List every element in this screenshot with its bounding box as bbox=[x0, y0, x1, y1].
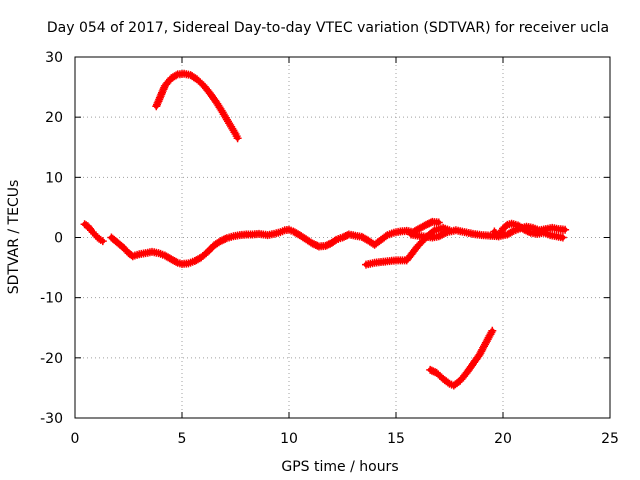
data-point bbox=[330, 236, 339, 245]
data-point bbox=[233, 134, 242, 143]
series-arc3 bbox=[152, 69, 242, 143]
data-point bbox=[483, 335, 492, 344]
x-tick-label: 20 bbox=[494, 431, 512, 447]
y-axis-label: SDTVAR / TECUs bbox=[6, 180, 22, 295]
data-point bbox=[478, 345, 487, 354]
y-tick-label: 0 bbox=[54, 231, 63, 247]
x-tick-label: 10 bbox=[280, 431, 298, 447]
data-point bbox=[221, 234, 230, 243]
x-tick-label: 0 bbox=[71, 431, 80, 447]
data-point bbox=[561, 225, 570, 234]
y-tick-label: 30 bbox=[45, 50, 63, 66]
axis-ticks: 0 5 10 15 20 25 -30 -20 -10 0 10 20 30 bbox=[40, 50, 619, 447]
data-point bbox=[558, 233, 567, 242]
y-tick-label: 20 bbox=[45, 110, 63, 126]
series-arc2 bbox=[107, 225, 345, 268]
x-axis-label: GPS time / hours bbox=[281, 459, 398, 475]
data-point bbox=[508, 227, 517, 236]
data-point bbox=[525, 227, 534, 236]
x-tick-label: 25 bbox=[601, 431, 619, 447]
data-series bbox=[80, 69, 570, 390]
data-point bbox=[441, 228, 450, 237]
y-tick-label: -10 bbox=[40, 291, 63, 307]
data-point bbox=[482, 337, 491, 346]
data-point bbox=[439, 229, 448, 238]
data-point bbox=[477, 347, 486, 356]
y-tick-label: 10 bbox=[45, 170, 63, 186]
chart-title: Day 054 of 2017, Sidereal Day-to-day VTE… bbox=[47, 20, 609, 36]
series-arc8 bbox=[426, 326, 497, 390]
series-line bbox=[108, 227, 343, 267]
x-tick-label: 15 bbox=[387, 431, 405, 447]
data-point bbox=[98, 237, 107, 246]
data-point bbox=[172, 71, 181, 80]
data-point bbox=[487, 328, 496, 337]
data-point bbox=[488, 326, 497, 335]
data-point bbox=[501, 222, 510, 231]
y-tick-label: -20 bbox=[40, 351, 63, 367]
x-tick-label: 5 bbox=[178, 431, 187, 447]
data-point bbox=[172, 257, 181, 266]
series-arc7 bbox=[490, 219, 567, 242]
y-tick-label: -30 bbox=[40, 411, 63, 427]
series-arc1 bbox=[80, 220, 107, 246]
